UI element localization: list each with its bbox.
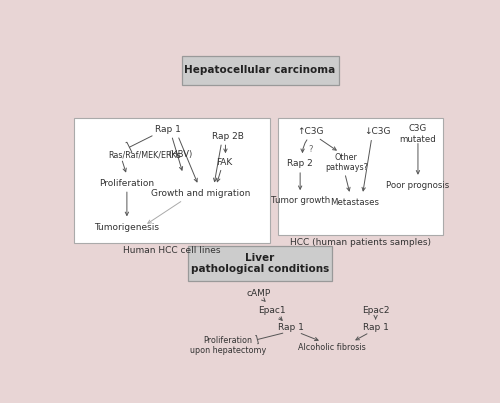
Text: Tumor growth: Tumor growth xyxy=(270,196,330,205)
Text: Liver
pathological conditions: Liver pathological conditions xyxy=(191,253,329,274)
Text: FAK: FAK xyxy=(216,158,232,167)
Bar xyxy=(74,118,270,243)
Text: Alcoholic fibrosis: Alcoholic fibrosis xyxy=(298,343,366,352)
Bar xyxy=(188,246,332,281)
Text: ↑C3G: ↑C3G xyxy=(297,127,324,136)
Text: Metastases: Metastases xyxy=(330,198,380,207)
Text: Tumorigenesis: Tumorigenesis xyxy=(94,222,160,231)
Text: Rap 1: Rap 1 xyxy=(155,125,180,134)
Bar xyxy=(278,118,444,235)
Text: Rap 1: Rap 1 xyxy=(362,323,388,332)
Text: Poor prognosis: Poor prognosis xyxy=(386,181,450,190)
Text: Epac1: Epac1 xyxy=(258,305,285,315)
Text: Rap 2: Rap 2 xyxy=(288,159,313,168)
Text: HCC (human patients samples): HCC (human patients samples) xyxy=(290,238,431,247)
Text: C3G
mutated: C3G mutated xyxy=(400,124,436,143)
Text: Proliferation: Proliferation xyxy=(100,179,154,188)
Text: Proliferation
upon hepatectomy: Proliferation upon hepatectomy xyxy=(190,336,266,355)
Text: cAMP: cAMP xyxy=(246,289,270,298)
Text: Epac2: Epac2 xyxy=(362,305,390,315)
Text: ↓C3G: ↓C3G xyxy=(364,127,391,136)
Text: Growth and migration: Growth and migration xyxy=(151,189,250,197)
Text: Ras/Raf/MEK/ERKs: Ras/Raf/MEK/ERKs xyxy=(108,150,181,159)
Text: Other
pathways?: Other pathways? xyxy=(325,153,368,172)
Text: Rap 1: Rap 1 xyxy=(278,323,304,332)
Text: Rap 2B: Rap 2B xyxy=(212,133,244,141)
Text: ?: ? xyxy=(308,145,313,154)
Bar xyxy=(182,56,338,85)
Text: (HBV): (HBV) xyxy=(168,150,193,159)
Text: Hepatocellular carcinoma: Hepatocellular carcinoma xyxy=(184,65,336,75)
Text: Human HCC cell lines: Human HCC cell lines xyxy=(123,246,220,256)
